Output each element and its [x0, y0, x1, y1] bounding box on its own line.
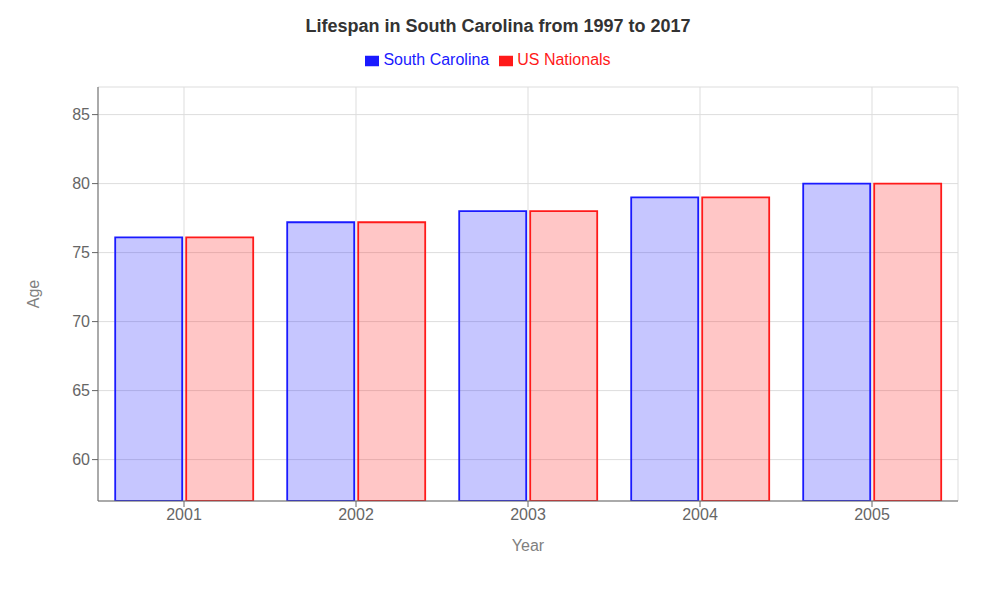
html-text:South Carolina: South Carolina	[383, 51, 490, 68]
svg-text:2005: 2005	[854, 506, 890, 523]
html-text:Lifespan in South Carolina fro: Lifespan in South Carolina from 1997 to …	[305, 16, 691, 36]
svg-text:60: 60	[72, 451, 90, 468]
svg-text:Year: Year	[512, 537, 545, 554]
svg-text:2004: 2004	[682, 506, 718, 523]
svg-text:85: 85	[72, 106, 90, 123]
svg-text:Age: Age	[25, 280, 42, 309]
svg-text:80: 80	[72, 175, 90, 192]
html-text:US Nationals: US Nationals	[517, 51, 611, 68]
svg-text:2003: 2003	[510, 506, 546, 523]
svg-text:75: 75	[72, 244, 90, 261]
svg-text:2002: 2002	[338, 506, 374, 523]
svg-text:70: 70	[72, 313, 90, 330]
svg-text:2001: 2001	[166, 506, 202, 523]
svg-text:65: 65	[72, 382, 90, 399]
